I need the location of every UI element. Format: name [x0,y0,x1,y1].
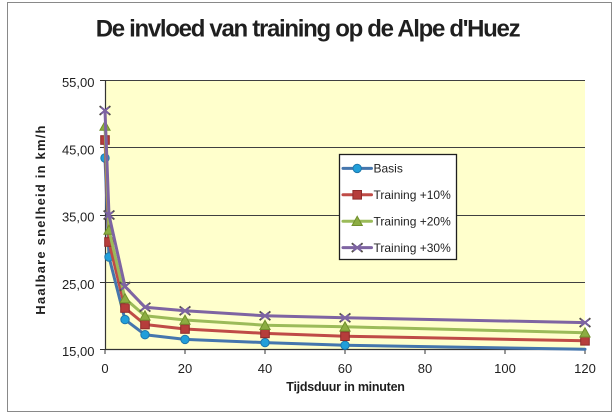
svg-text:25,00: 25,00 [62,277,95,292]
svg-text:20: 20 [178,361,192,376]
svg-text:55,00: 55,00 [62,75,95,90]
svg-text:100: 100 [494,361,516,376]
svg-text:45,00: 45,00 [62,143,95,158]
svg-text:15,00: 15,00 [62,344,95,359]
svg-text:60: 60 [338,361,352,376]
svg-text:Training +30%: Training +30% [374,241,452,255]
svg-text:Training +20%: Training +20% [374,215,452,229]
svg-text:35,00: 35,00 [62,210,95,225]
svg-text:Basis: Basis [374,162,403,176]
svg-text:0: 0 [101,361,108,376]
svg-text:De invloed van training op de: De invloed van training op de Alpe d'Hue… [96,16,521,43]
svg-text:Haalbare snelheid in km/h: Haalbare snelheid in km/h [33,124,48,314]
svg-text:Tijdsduur in minuten: Tijdsduur in minuten [286,380,404,394]
svg-text:120: 120 [574,361,596,376]
svg-text:80: 80 [418,361,432,376]
svg-text:40: 40 [258,361,272,376]
svg-text:Training +10%: Training +10% [374,188,452,202]
